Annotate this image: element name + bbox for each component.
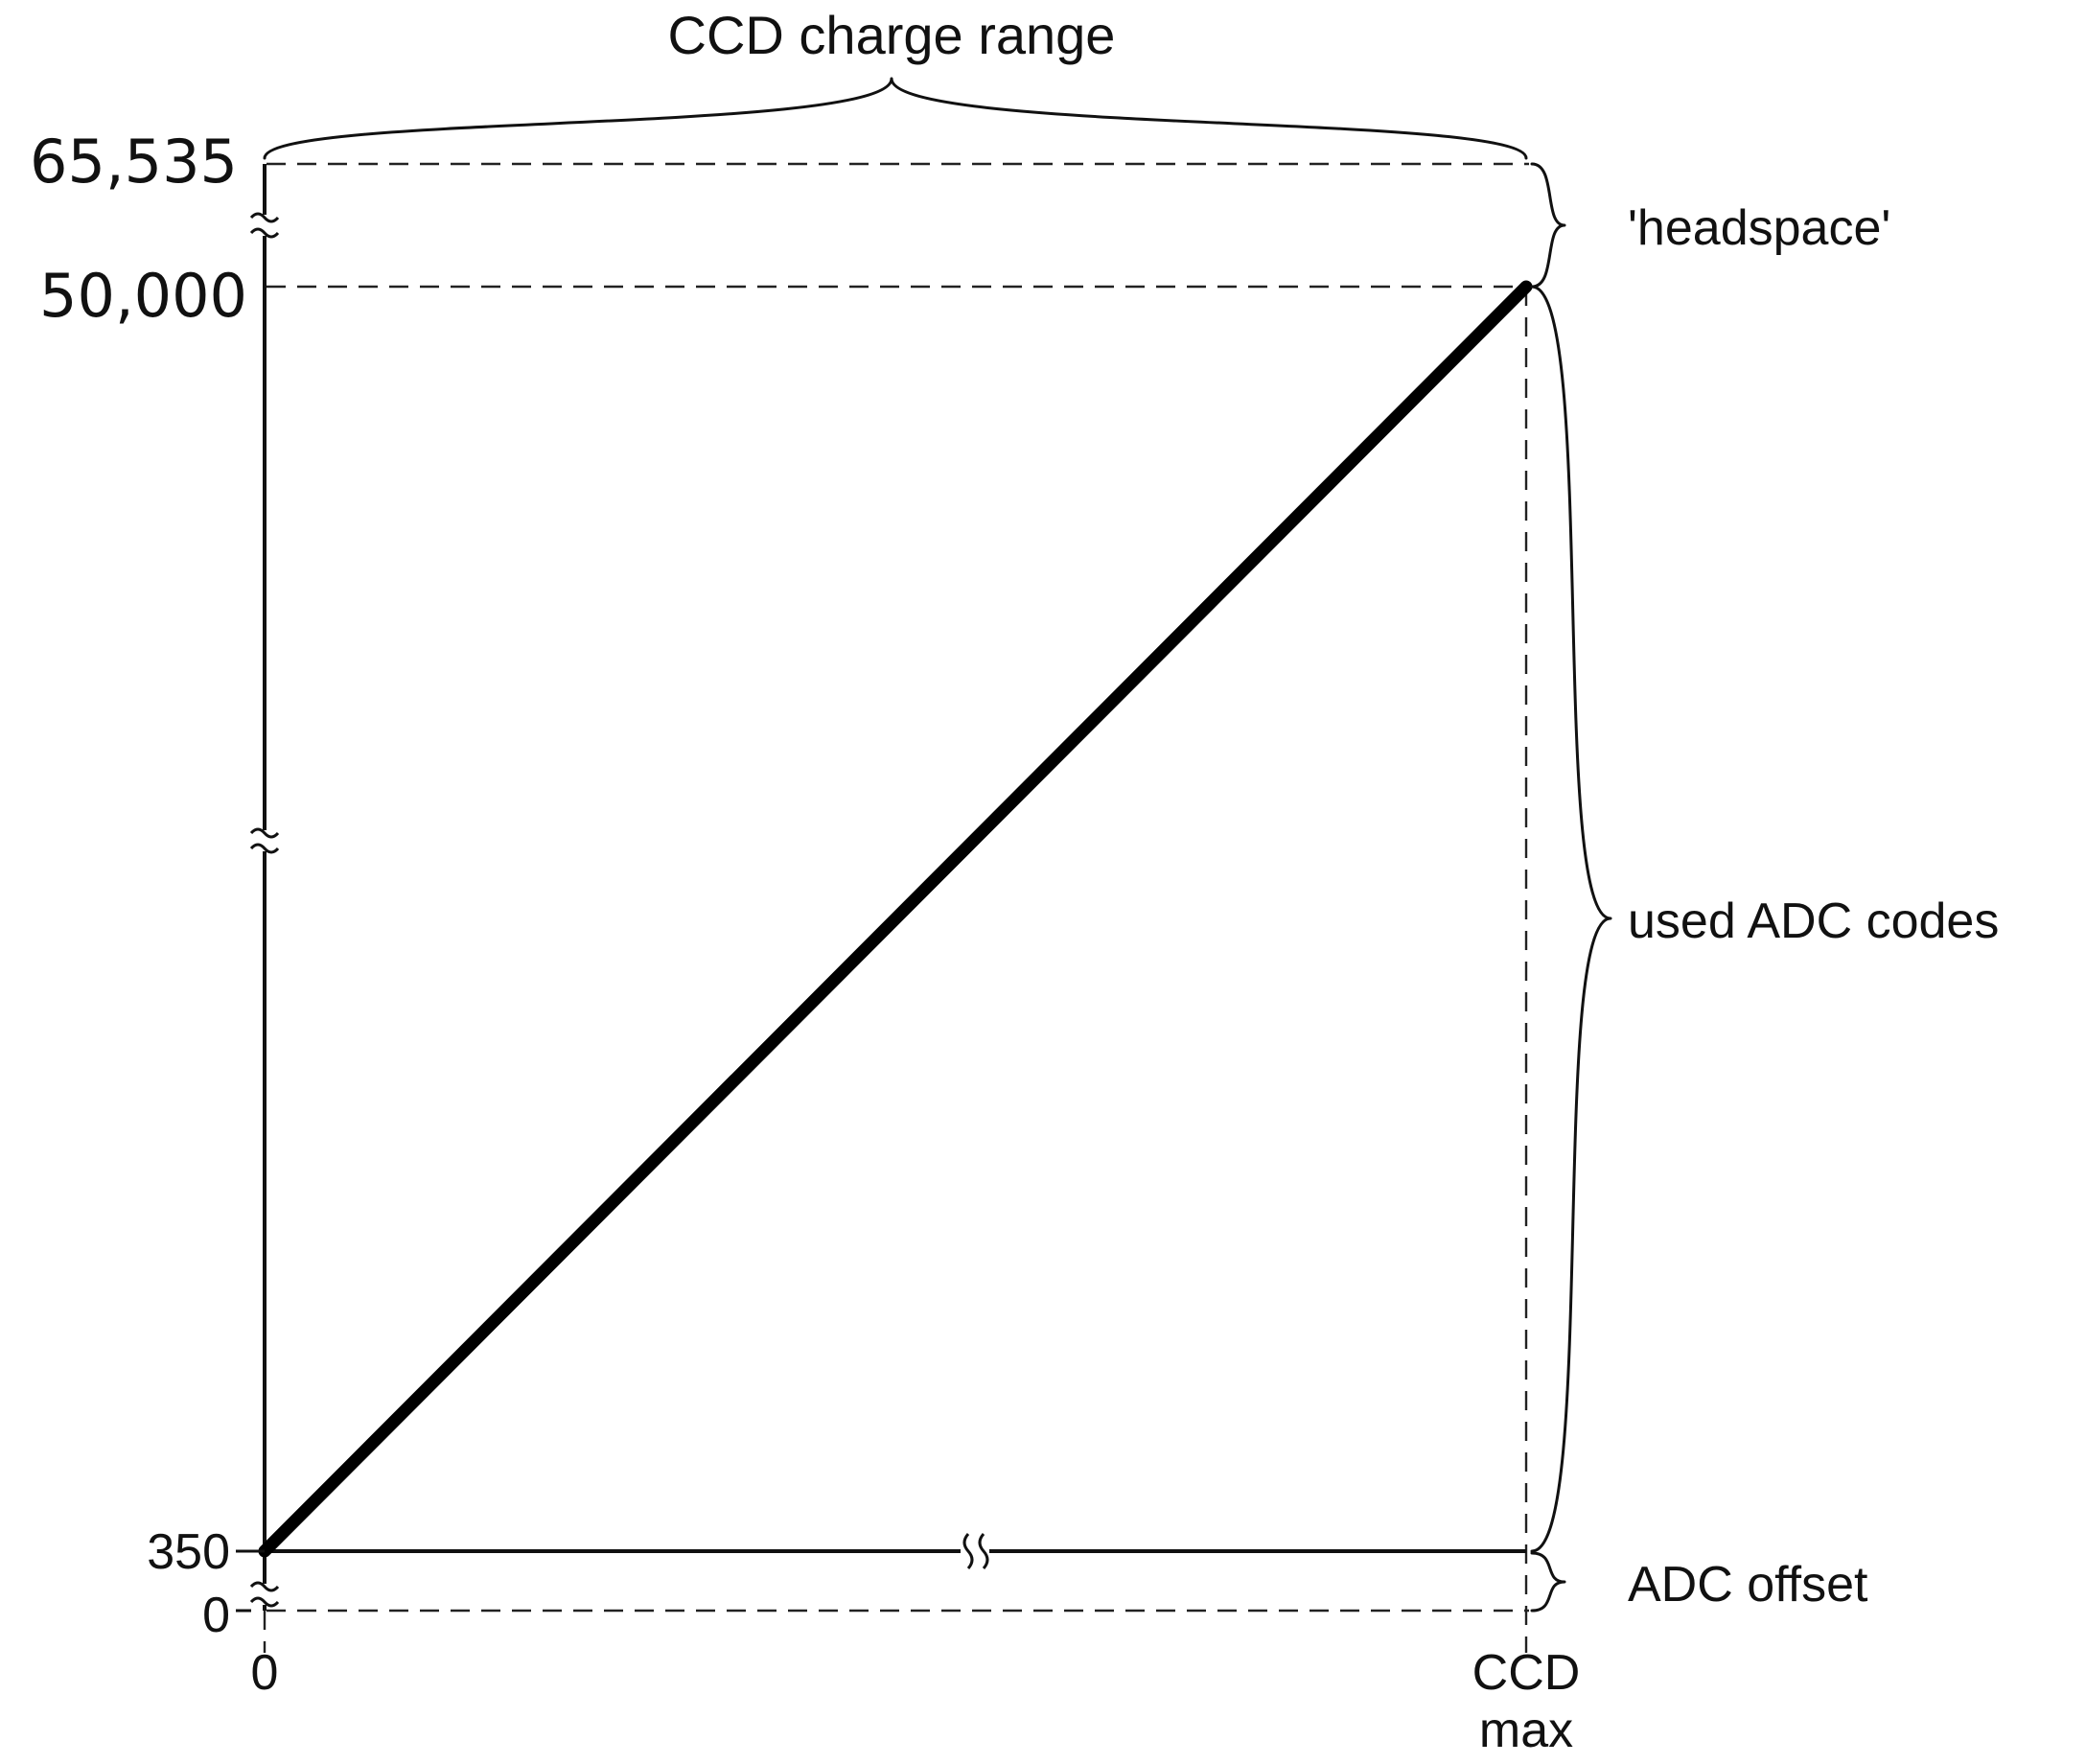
brace-ccd-charge-range [263,77,1528,160]
x-label-ccd: CCD [1472,1645,1581,1701]
x-label-max: max [1479,1703,1573,1758]
y-label-0: 0 [202,1588,230,1643]
brace-headspace [1530,162,1566,289]
y-label-50000: 50,000 [39,261,247,331]
y-label-350: 350 [147,1524,230,1580]
axis-break-x [961,1533,989,1569]
region-label-adc-offset: ADC offset [1628,1557,1868,1613]
brace-used-adc-codes [1530,285,1612,1553]
x-label-0: 0 [251,1645,279,1701]
axis-break-y-middle [249,827,280,854]
region-label-headspace: 'headspace' [1628,200,1890,256]
region-label-used-adc-codes: used ADC codes [1628,894,1999,949]
brace-adc-offset [1530,1551,1566,1613]
transfer-line [258,280,1533,1558]
y-label-65535: 65,535 [30,127,238,197]
axis-break-y-bottom [249,1581,280,1608]
diagram-title: CCD charge range [668,5,1116,65]
axis-break-y-top [249,212,280,239]
